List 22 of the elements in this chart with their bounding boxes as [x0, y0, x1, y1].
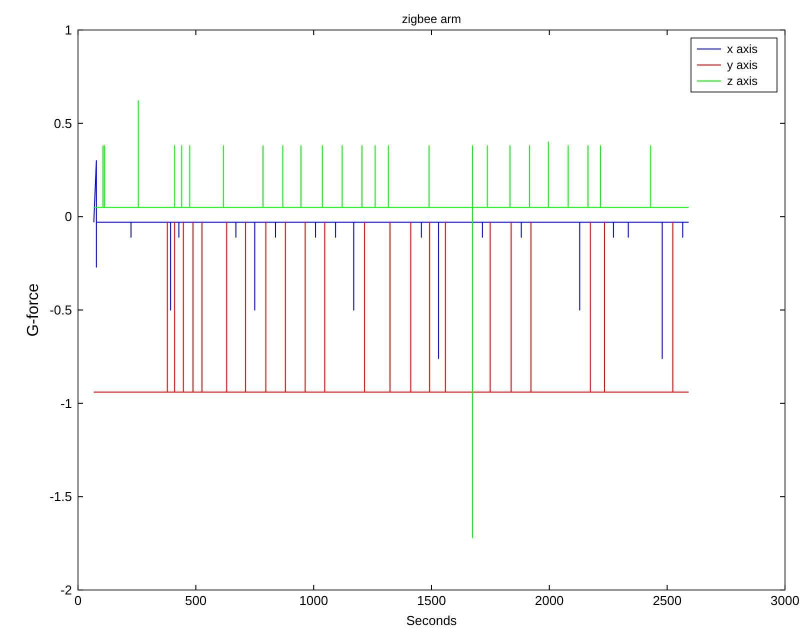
x-axis-title: Seconds — [406, 613, 458, 628]
y-tick-label: 1 — [64, 22, 72, 38]
chart-title: zigbee arm — [402, 12, 462, 26]
y-tick-label: -1 — [60, 396, 72, 411]
y-axis-title: G-force — [25, 283, 42, 337]
x-tick-label: 2500 — [652, 593, 682, 608]
x-tick-label: 0 — [74, 593, 82, 608]
y-tick-label: -2 — [60, 582, 72, 598]
x-tick-label: 2000 — [534, 593, 564, 608]
y-tick-label: 0.5 — [54, 116, 72, 131]
x-tick-label: 1000 — [299, 593, 328, 608]
legend-label: x axis — [727, 42, 758, 56]
y-tick-label: 0 — [64, 209, 72, 224]
x-tick-label: 500 — [184, 593, 207, 608]
x-tick-label: 1500 — [417, 593, 446, 608]
y-tick-label: -0.5 — [50, 302, 72, 318]
legend-label: y axis — [727, 58, 758, 72]
x-tick-label: 3000 — [770, 593, 800, 608]
legend-label: z axis — [727, 74, 758, 88]
line-series — [93, 100, 690, 538]
y-tick-label: -1.5 — [50, 489, 72, 504]
line-series — [93, 160, 690, 360]
